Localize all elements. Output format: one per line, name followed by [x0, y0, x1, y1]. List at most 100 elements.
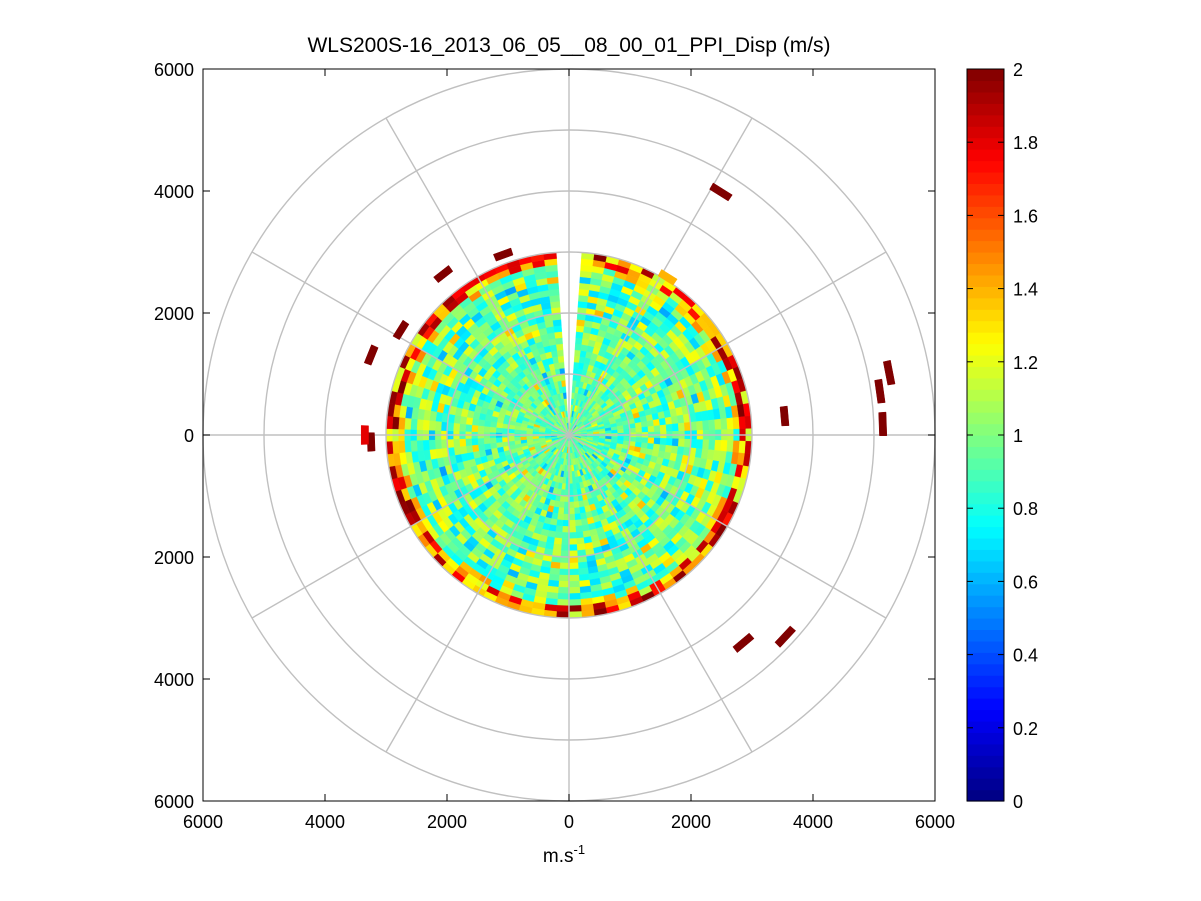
colorbar-band — [967, 743, 1004, 756]
heatmap-cell — [568, 526, 577, 533]
heatmap-cell — [526, 436, 533, 440]
colorbar-band — [967, 400, 1004, 413]
colorbar-band — [967, 297, 1004, 310]
polar-spoke — [568, 251, 887, 436]
heatmap-cell — [562, 513, 570, 521]
colorbar-band — [967, 709, 1004, 722]
heatmap-cell — [558, 361, 565, 369]
heatmap-cell — [495, 427, 503, 433]
colorbar-band — [967, 663, 1004, 676]
colorbar-band — [967, 778, 1004, 791]
colorbar-band — [967, 640, 1004, 653]
heatmap-cell — [404, 440, 412, 453]
heatmap-cell — [573, 501, 580, 509]
heatmap-cell — [507, 436, 515, 442]
heatmap-cell — [623, 428, 631, 434]
colorbar-tick-label: 2 — [1013, 60, 1023, 80]
heatmap-cell — [398, 440, 406, 454]
heatmap-cell — [558, 568, 570, 576]
colorbar-tick-label: 1.8 — [1013, 133, 1038, 153]
heatmap-cell — [555, 525, 563, 533]
y-tick-label: 4000 — [154, 670, 194, 690]
colorbar-band — [967, 240, 1004, 253]
heatmap-cell — [664, 444, 673, 454]
heatmap-cell — [489, 437, 497, 444]
outlier-cell — [493, 247, 514, 262]
heatmap-cell — [571, 477, 577, 484]
heatmap-cell — [641, 437, 649, 444]
heatmap-cell — [561, 526, 570, 533]
heatmap-cell — [477, 437, 485, 445]
heatmap-cell — [471, 437, 479, 446]
x-tick-label: 6000 — [915, 812, 955, 832]
heatmap-cell — [671, 423, 679, 432]
heatmap-cell — [568, 495, 574, 503]
heatmap-cell — [560, 550, 570, 558]
colorbar-band — [967, 309, 1004, 322]
colorbar-band — [967, 80, 1004, 93]
y-tick-label: 4000 — [154, 182, 194, 202]
heatmap-cell — [665, 423, 673, 432]
colorbar-band — [967, 263, 1004, 276]
heatmap-cell — [568, 501, 575, 509]
colorbar-band — [967, 194, 1004, 207]
heatmap-cell — [554, 331, 563, 339]
heatmap-cell — [561, 386, 567, 393]
outlier-cell — [363, 344, 379, 366]
y-tick-label: 2000 — [154, 548, 194, 568]
x-axis-label: m.s-1 — [543, 842, 585, 867]
colorbar-band — [967, 629, 1004, 642]
heatmap-cell — [702, 420, 710, 431]
colorbar-band — [967, 274, 1004, 287]
heatmap-cell — [652, 418, 661, 427]
heatmap-cell — [552, 319, 562, 327]
colorbar-band — [967, 91, 1004, 104]
heatmap-cell — [416, 418, 424, 431]
heatmap-cell — [599, 430, 606, 435]
heatmap-cell — [560, 544, 570, 552]
colorbar-band — [967, 537, 1004, 550]
heatmap-cell — [568, 513, 576, 521]
heatmap-cell — [568, 538, 577, 546]
heatmap-cell — [574, 513, 582, 521]
colorbar-band — [967, 137, 1004, 150]
heatmap-cell — [556, 349, 564, 357]
heatmap-cell — [391, 440, 400, 454]
heatmap-cell — [398, 416, 406, 430]
colorbar-band — [967, 286, 1004, 299]
heatmap-cell — [391, 416, 400, 430]
heatmap-cell — [577, 300, 588, 309]
heatmap-cell — [708, 439, 716, 451]
heatmap-cell — [553, 325, 562, 333]
colorbar-band — [967, 618, 1004, 631]
heatmap-cell — [568, 532, 577, 539]
heatmap-cell — [576, 537, 585, 545]
heatmap-cell — [483, 425, 491, 433]
outlier-cell — [360, 425, 369, 445]
heatmap-cell — [513, 436, 521, 441]
colorbar-tick-label: 0.2 — [1013, 719, 1038, 739]
y-tick-label: 6000 — [154, 792, 194, 812]
heatmap-cell — [557, 593, 570, 600]
heatmap-cell — [677, 422, 686, 432]
heatmap-cell — [738, 440, 747, 454]
heatmap-cell — [664, 416, 673, 426]
axis-ticks — [202, 68, 936, 802]
outlier-cell — [392, 319, 410, 341]
heatmap-cell — [410, 418, 418, 430]
heatmap-cell — [568, 562, 579, 570]
heatmap-cell — [575, 525, 583, 533]
colorbar-band — [967, 595, 1004, 608]
heatmap-cell — [557, 586, 570, 594]
colorbar-band — [967, 252, 1004, 265]
heatmap-cell — [568, 544, 578, 552]
colorbar-tick-label: 0.8 — [1013, 499, 1038, 519]
heatmap-cell — [572, 483, 577, 490]
colorbar-band — [967, 217, 1004, 230]
heatmap-cell — [483, 437, 491, 445]
colorbar-band — [967, 69, 1004, 82]
heatmap-cell — [611, 429, 618, 434]
heatmap-cell — [568, 599, 582, 607]
heatmap-cell — [568, 586, 581, 594]
outlier-cell — [774, 625, 797, 648]
